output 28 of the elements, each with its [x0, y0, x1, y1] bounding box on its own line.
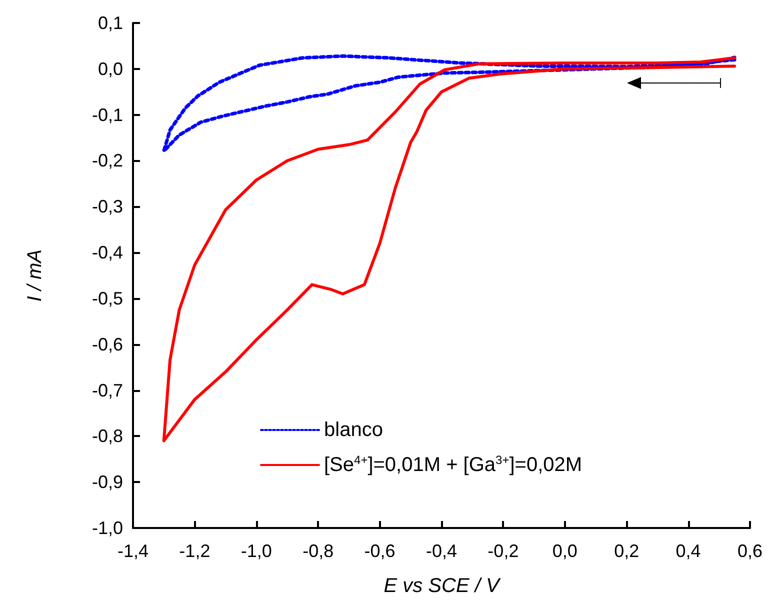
y-tick-label: -0,8: [92, 426, 123, 446]
y-tick-label: -0,6: [92, 334, 123, 354]
legend-label: blanco: [324, 419, 383, 441]
x-tick-label: -0,2: [488, 541, 519, 561]
line-series: [162, 56, 736, 442]
x-tick-label: -0,6: [364, 541, 396, 561]
y-tick-label: -0,1: [92, 104, 123, 125]
line-series: [162, 54, 736, 153]
x-tick-label: -1,0: [240, 541, 272, 561]
y-tick-label: -0,9: [92, 472, 123, 492]
x-tick-label: -0,4: [426, 541, 458, 561]
x-tick-label: -0,8: [302, 541, 334, 561]
x-tick-label: 0,6: [737, 541, 763, 561]
x-tick-label: 0,0: [552, 541, 578, 561]
y-tick-label: -1,0: [92, 518, 123, 538]
y-tick-label: 0,1: [98, 13, 123, 33]
y-tick-label: 0,0: [98, 58, 123, 79]
y-tick-label: -0,5: [92, 288, 123, 308]
y-tick-label: -0,7: [92, 380, 123, 400]
x-tick-label: 0,2: [614, 541, 640, 561]
x-axis-title: E vs SCE / V: [384, 575, 501, 597]
y-tick-label: -0,2: [92, 150, 123, 171]
y-tick-label: -0,4: [92, 242, 123, 263]
y-tick-label: -0,3: [92, 196, 123, 217]
x-tick-label: 0,4: [676, 541, 701, 561]
x-tick-label: -1,4: [117, 541, 149, 561]
y-axis-title: I / mA: [24, 249, 46, 302]
x-tick-label: -1,2: [179, 541, 210, 561]
